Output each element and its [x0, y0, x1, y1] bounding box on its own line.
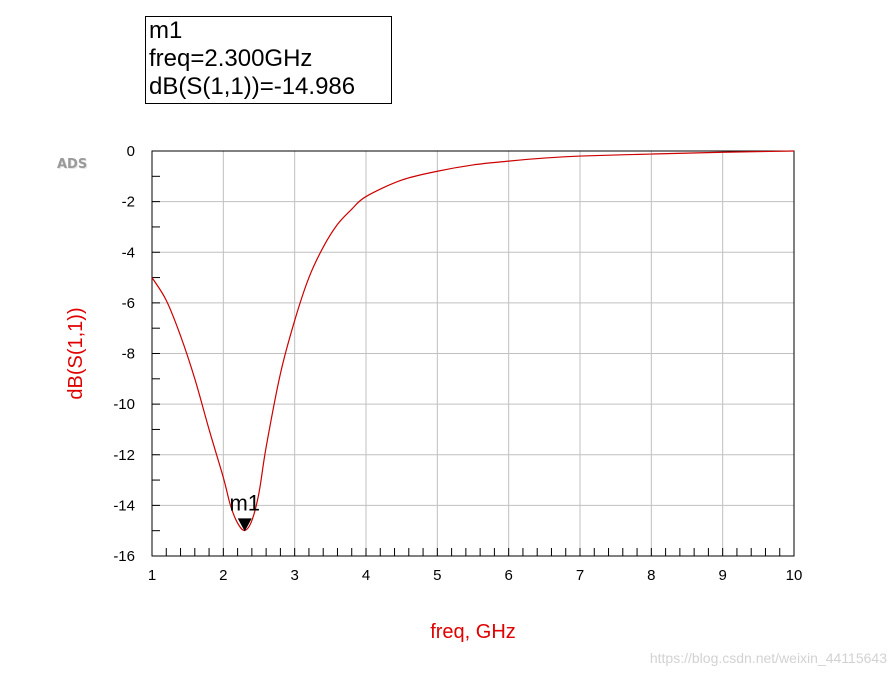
- x-tick-label: 3: [290, 567, 298, 584]
- marker-readout-box[interactable]: m1 freq=2.300GHz dB(S(1,1))=-14.986: [145, 16, 392, 104]
- x-tick-label: 1: [148, 567, 156, 584]
- y-tick-label: 0: [127, 143, 135, 160]
- x-tick-label: 2: [219, 567, 227, 584]
- ads-logo: ADS: [57, 157, 88, 172]
- marker-name: m1: [149, 17, 183, 44]
- y-tick-labels: 0 -2 -4 -6 -8 -10 -12 -14 -16: [113, 143, 135, 565]
- watermark: https://blog.csdn.net/weixin_44115643: [649, 650, 887, 666]
- x-tick-label: 7: [576, 567, 584, 584]
- trace-layer: [151, 150, 795, 532]
- x-tick-label: 8: [647, 567, 655, 584]
- x-axis-title: freq, GHz: [430, 621, 516, 643]
- marker-value: dB(S(1,1))=-14.986: [149, 73, 356, 100]
- y-tick-label: -4: [122, 244, 135, 261]
- y-tick-label: -16: [113, 548, 135, 565]
- marker-label: m1: [229, 490, 260, 515]
- y-tick-label: -2: [122, 194, 135, 211]
- x-tick-label: 10: [786, 567, 803, 584]
- marker-layer: m1: [229, 490, 260, 532]
- y-tick-label: -6: [122, 295, 135, 312]
- y-tick-label: -14: [113, 497, 135, 514]
- marker-triangle: [237, 518, 252, 532]
- x-tick-label: 6: [504, 567, 512, 584]
- x-tick-labels: 1 2 3 4 5 6 7 8 9 10: [148, 567, 803, 584]
- x-tick-label: 4: [362, 567, 370, 584]
- y-tick-label: -10: [113, 396, 135, 413]
- y-axis-title: dB(S(1,1)): [65, 307, 87, 399]
- minor-ticks: [151, 150, 795, 557]
- y-tick-label: -8: [122, 346, 135, 363]
- plot-frame: [151, 150, 795, 557]
- marker-frequency: freq=2.300GHz: [149, 45, 313, 72]
- s11-trace: [151, 150, 795, 532]
- x-tick-label: 5: [433, 567, 441, 584]
- x-tick-label: 9: [718, 567, 726, 584]
- y-tick-label: -12: [113, 447, 135, 464]
